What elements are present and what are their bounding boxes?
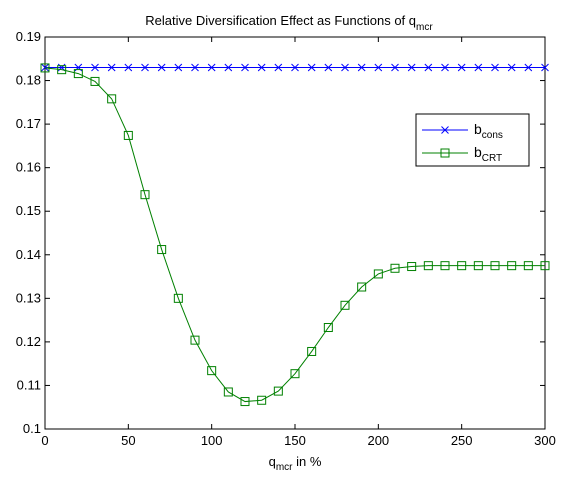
data-point: [207, 366, 217, 376]
data-point: [274, 63, 283, 72]
data-point: [174, 63, 183, 72]
data-point: [173, 293, 183, 303]
series-layer: [40, 63, 550, 407]
data-point: [324, 63, 333, 72]
data-point: [73, 69, 83, 79]
data-point: [440, 261, 450, 271]
data-point: [423, 261, 433, 271]
legend-marker: [441, 126, 449, 134]
data-point: [474, 63, 483, 72]
legend-item-cons: bcons: [422, 121, 503, 141]
data-point: [240, 397, 250, 407]
data-point: [523, 261, 533, 271]
data-point: [90, 76, 100, 86]
data-point: [357, 63, 366, 72]
data-point: [91, 63, 99, 72]
data-point: [390, 263, 400, 273]
legend-label: bCRT: [474, 144, 502, 164]
y-tick-label: 0.18: [16, 73, 41, 88]
x-tick-label: 50: [121, 433, 135, 448]
data-point: [374, 63, 383, 72]
data-point: [207, 63, 216, 72]
data-point: [340, 300, 350, 310]
data-point: [391, 63, 399, 72]
y-tick-label: 0.19: [16, 29, 41, 44]
data-point: [41, 63, 49, 72]
data-point: [291, 63, 299, 72]
data-point: [323, 323, 333, 333]
data-point: [223, 387, 233, 397]
data-point: [124, 63, 133, 72]
data-point: [140, 190, 150, 200]
data-point: [441, 63, 449, 72]
y-tick-label: 0.12: [16, 334, 41, 349]
data-point: [257, 63, 266, 72]
y-tick-label: 0.17: [16, 116, 41, 131]
y-tick-label: 0.1: [23, 421, 41, 436]
data-point: [540, 261, 550, 271]
data-point: [241, 63, 249, 72]
data-point: [473, 261, 483, 271]
data-point: [191, 63, 199, 72]
data-point: [123, 130, 133, 140]
y-tick-label: 0.11: [17, 377, 41, 392]
data-point: [107, 63, 116, 72]
data-point: [457, 261, 467, 271]
data-point: [491, 63, 499, 72]
data-point: [457, 63, 466, 72]
data-point: [307, 346, 317, 356]
data-point: [290, 369, 300, 379]
legend-marker: [440, 148, 450, 158]
data-point: [424, 63, 433, 72]
data-point: [407, 262, 417, 272]
plot-area: [44, 36, 546, 430]
data-point: [224, 63, 233, 72]
series-cons: [41, 63, 549, 72]
y-tick-label: 0.13: [16, 290, 41, 305]
y-tick-label: 0.14: [16, 247, 41, 262]
data-point: [490, 261, 500, 271]
x-tick-label: 150: [284, 433, 306, 448]
legend-box: [415, 113, 530, 167]
data-point: [157, 63, 166, 72]
data-point: [157, 245, 167, 255]
data-point: [373, 269, 383, 279]
y-tick-label: 0.15: [16, 203, 41, 218]
x-tick-label: 100: [201, 433, 223, 448]
data-point: [357, 282, 367, 292]
data-point: [407, 63, 416, 72]
y-axis: 0.1 0.11 0.12 0.13 0.14 0.15 0.16 0.17 0.18 0.19: [16, 29, 545, 436]
data-point: [57, 65, 67, 75]
legend-label: bcons: [474, 121, 503, 141]
x-tick-label: 200: [367, 433, 389, 448]
data-point: [341, 63, 349, 72]
data-point: [40, 63, 50, 73]
data-point: [541, 63, 549, 72]
data-point: [507, 63, 516, 72]
y-tick-label: 0.16: [16, 160, 41, 175]
legend-item-crt: bCRT: [422, 144, 502, 164]
x-axis-label: qmcr in %: [269, 454, 322, 473]
x-tick-label: 250: [451, 433, 473, 448]
series-line: [44, 67, 545, 403]
legend: bcons bCRT: [415, 113, 530, 167]
x-axis: 0 50 100 150 200 250 300: [41, 37, 556, 448]
data-point: [190, 335, 200, 345]
x-tick-label: 300: [534, 433, 556, 448]
data-point: [507, 261, 517, 271]
data-point: [257, 395, 267, 405]
data-point: [273, 386, 283, 396]
data-point: [524, 63, 533, 72]
data-point: [141, 63, 149, 72]
chart-title: Relative Diversification Effect as Funct…: [145, 13, 433, 33]
data-point: [107, 94, 117, 104]
x-tick-label: 0: [41, 433, 48, 448]
series-crt: [40, 63, 550, 407]
data-point: [307, 63, 316, 72]
